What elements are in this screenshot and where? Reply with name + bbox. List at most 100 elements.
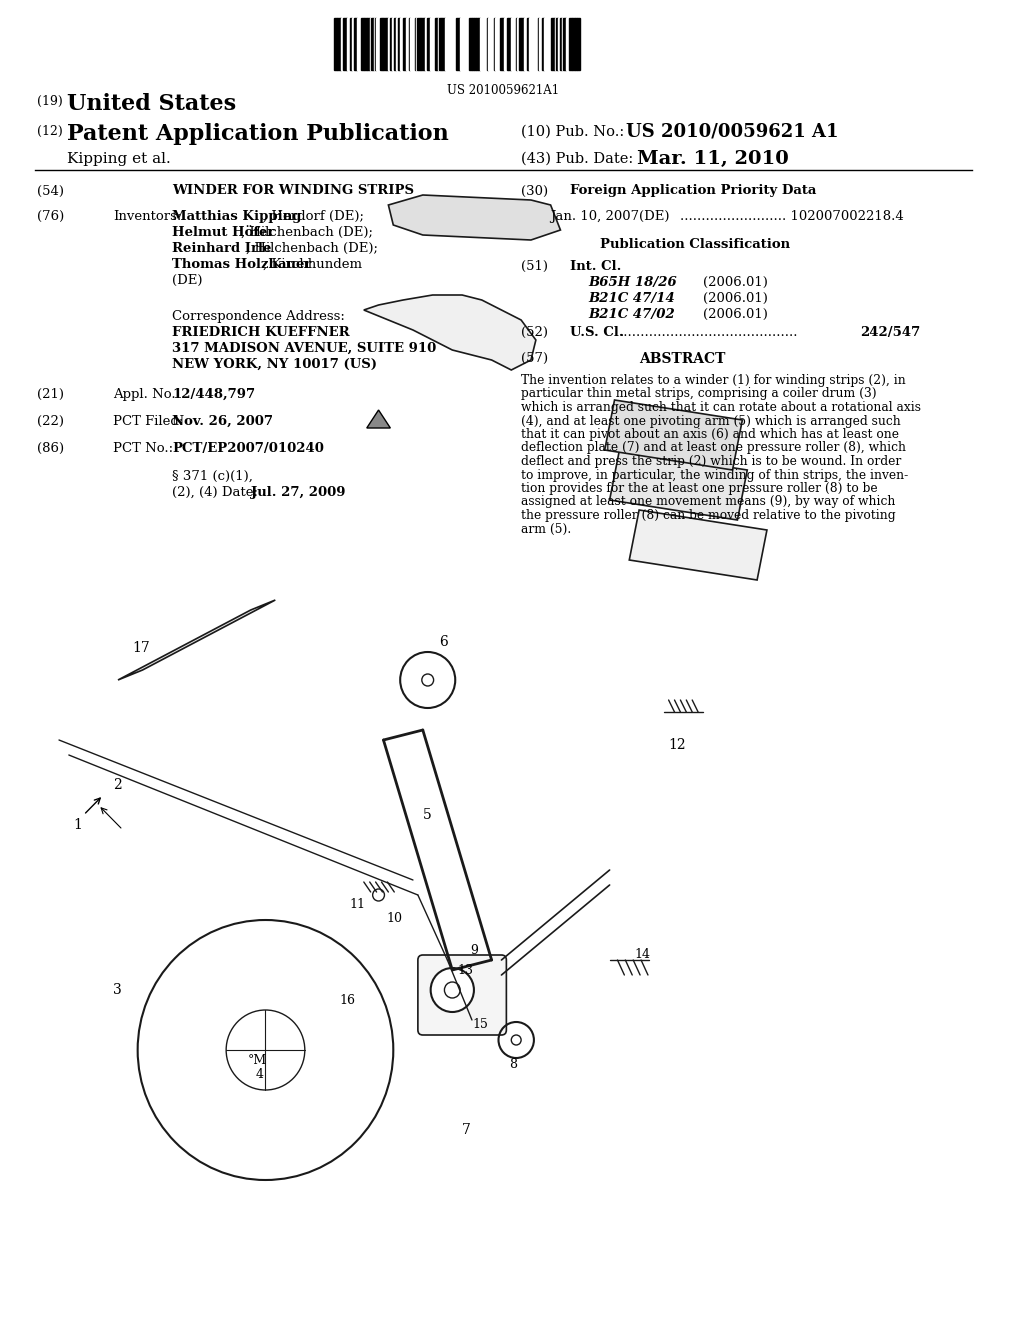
Text: PCT/EP2007/010240: PCT/EP2007/010240 [172,442,324,455]
Bar [358,18,360,70]
Text: assigned at least one movement means (9), by way of which: assigned at least one movement means (9)… [521,495,896,508]
Text: (57): (57) [521,352,548,366]
Text: Int. Cl.: Int. Cl. [570,260,622,273]
Text: 242/547: 242/547 [860,326,921,339]
Text: Patent Application Publication: Patent Application Publication [67,123,449,145]
Polygon shape [630,510,767,579]
Bar [483,18,486,70]
Bar [394,18,396,70]
Bar [547,18,550,70]
Bar [572,18,575,70]
Text: 8: 8 [509,1059,517,1072]
FancyBboxPatch shape [418,954,507,1035]
Bar [350,18,352,70]
Text: 14: 14 [634,949,650,961]
Bar [341,18,343,70]
Text: 2: 2 [113,777,122,792]
Text: 10: 10 [386,912,402,924]
Bar [403,18,407,70]
Text: Helmut Höfer: Helmut Höfer [172,226,274,239]
Bar [460,18,462,70]
Bar [544,18,547,70]
Text: , Hilchenbach (DE);: , Hilchenbach (DE); [246,242,378,255]
Text: (30): (30) [521,185,548,198]
Text: that it can pivot about an axis (6) and which has at least one: that it can pivot about an axis (6) and … [521,428,899,441]
Text: § 371 (c)(1),: § 371 (c)(1), [172,470,253,483]
Bar [449,18,452,70]
Text: US 2010/0059621 A1: US 2010/0059621 A1 [627,123,839,141]
Text: 16: 16 [339,994,355,1006]
Text: The invention relates to a winder (1) for winding strips (2), in: The invention relates to a winder (1) fo… [521,374,906,387]
Bar [497,18,500,70]
Bar [360,18,364,70]
Bar [505,18,507,70]
Bar [578,18,581,70]
Bar [417,18,420,70]
Text: B21C 47/02: B21C 47/02 [588,308,675,321]
Text: (DE): (DE) [639,210,670,223]
Bar [386,18,388,70]
Bar [474,18,476,70]
Text: (22): (22) [37,414,65,428]
Text: Nov. 26, 2007: Nov. 26, 2007 [172,414,273,428]
Bar [343,18,346,70]
Bar [575,18,578,70]
Polygon shape [364,294,536,370]
Text: (86): (86) [37,442,65,455]
Bar [347,18,350,70]
Text: (21): (21) [37,388,65,401]
Text: 9: 9 [470,944,478,957]
Text: 17: 17 [133,642,151,655]
Text: °M: °M [248,1053,267,1067]
Text: 7: 7 [462,1123,471,1137]
Bar [355,18,357,70]
Bar [513,18,516,70]
Bar [390,18,392,70]
Bar [454,18,457,70]
Text: US 2010059621A1: US 2010059621A1 [447,84,559,96]
Bar [371,18,374,70]
Text: Publication Classification: Publication Classification [600,238,790,251]
Bar [334,18,337,70]
Bar [478,18,480,70]
Bar [430,18,432,70]
Text: Matthias Kipping: Matthias Kipping [172,210,301,223]
Bar [524,18,527,70]
Polygon shape [609,450,748,520]
Polygon shape [118,601,275,680]
Text: 5: 5 [423,808,431,822]
Bar [378,18,380,70]
Text: Foreign Application Priority Data: Foreign Application Priority Data [570,183,817,197]
Bar [407,18,408,70]
Bar [508,18,511,70]
Text: deflect and press the strip (2) which is to be wound. In order: deflect and press the strip (2) which is… [521,455,901,469]
Bar [558,18,560,70]
Text: particular thin metal strips, comprising a coiler drum (3): particular thin metal strips, comprising… [521,388,877,400]
Text: FRIEDRICH KUEFFNER: FRIEDRICH KUEFFNER [172,326,349,339]
Text: Correspondence Address:: Correspondence Address: [172,310,345,323]
Bar [542,18,544,70]
Text: which is arranged such that it can rotate about a rotational axis: which is arranged such that it can rotat… [521,401,922,414]
Text: (52): (52) [521,326,548,339]
Bar [556,18,558,70]
Text: the pressure roller (8) can be moved relative to the pivoting: the pressure roller (8) can be moved rel… [521,510,896,521]
Text: Jan. 10, 2007: Jan. 10, 2007 [551,210,640,223]
Bar [563,18,565,70]
Text: Mar. 11, 2010: Mar. 11, 2010 [637,150,788,168]
Text: arm (5).: arm (5). [521,523,571,536]
Text: deflection plate (7) and at least one pressure roller (8), which: deflection plate (7) and at least one pr… [521,441,906,454]
Bar [465,18,468,70]
Bar [529,18,531,70]
Text: to improve, in particular, the winding of thin strips, the inven-: to improve, in particular, the winding o… [521,469,908,482]
Bar [472,18,474,70]
Text: 13: 13 [457,964,473,977]
Text: 12/448,797: 12/448,797 [172,388,255,401]
Text: (4), and at least one pivoting arm (5) which is arranged such: (4), and at least one pivoting arm (5) w… [521,414,901,428]
Text: (10) Pub. No.:: (10) Pub. No.: [521,125,629,139]
Bar [569,18,572,70]
Bar [400,18,403,70]
Bar [480,18,482,70]
Text: (12): (12) [37,125,63,139]
Bar [501,18,503,70]
Polygon shape [605,400,742,470]
